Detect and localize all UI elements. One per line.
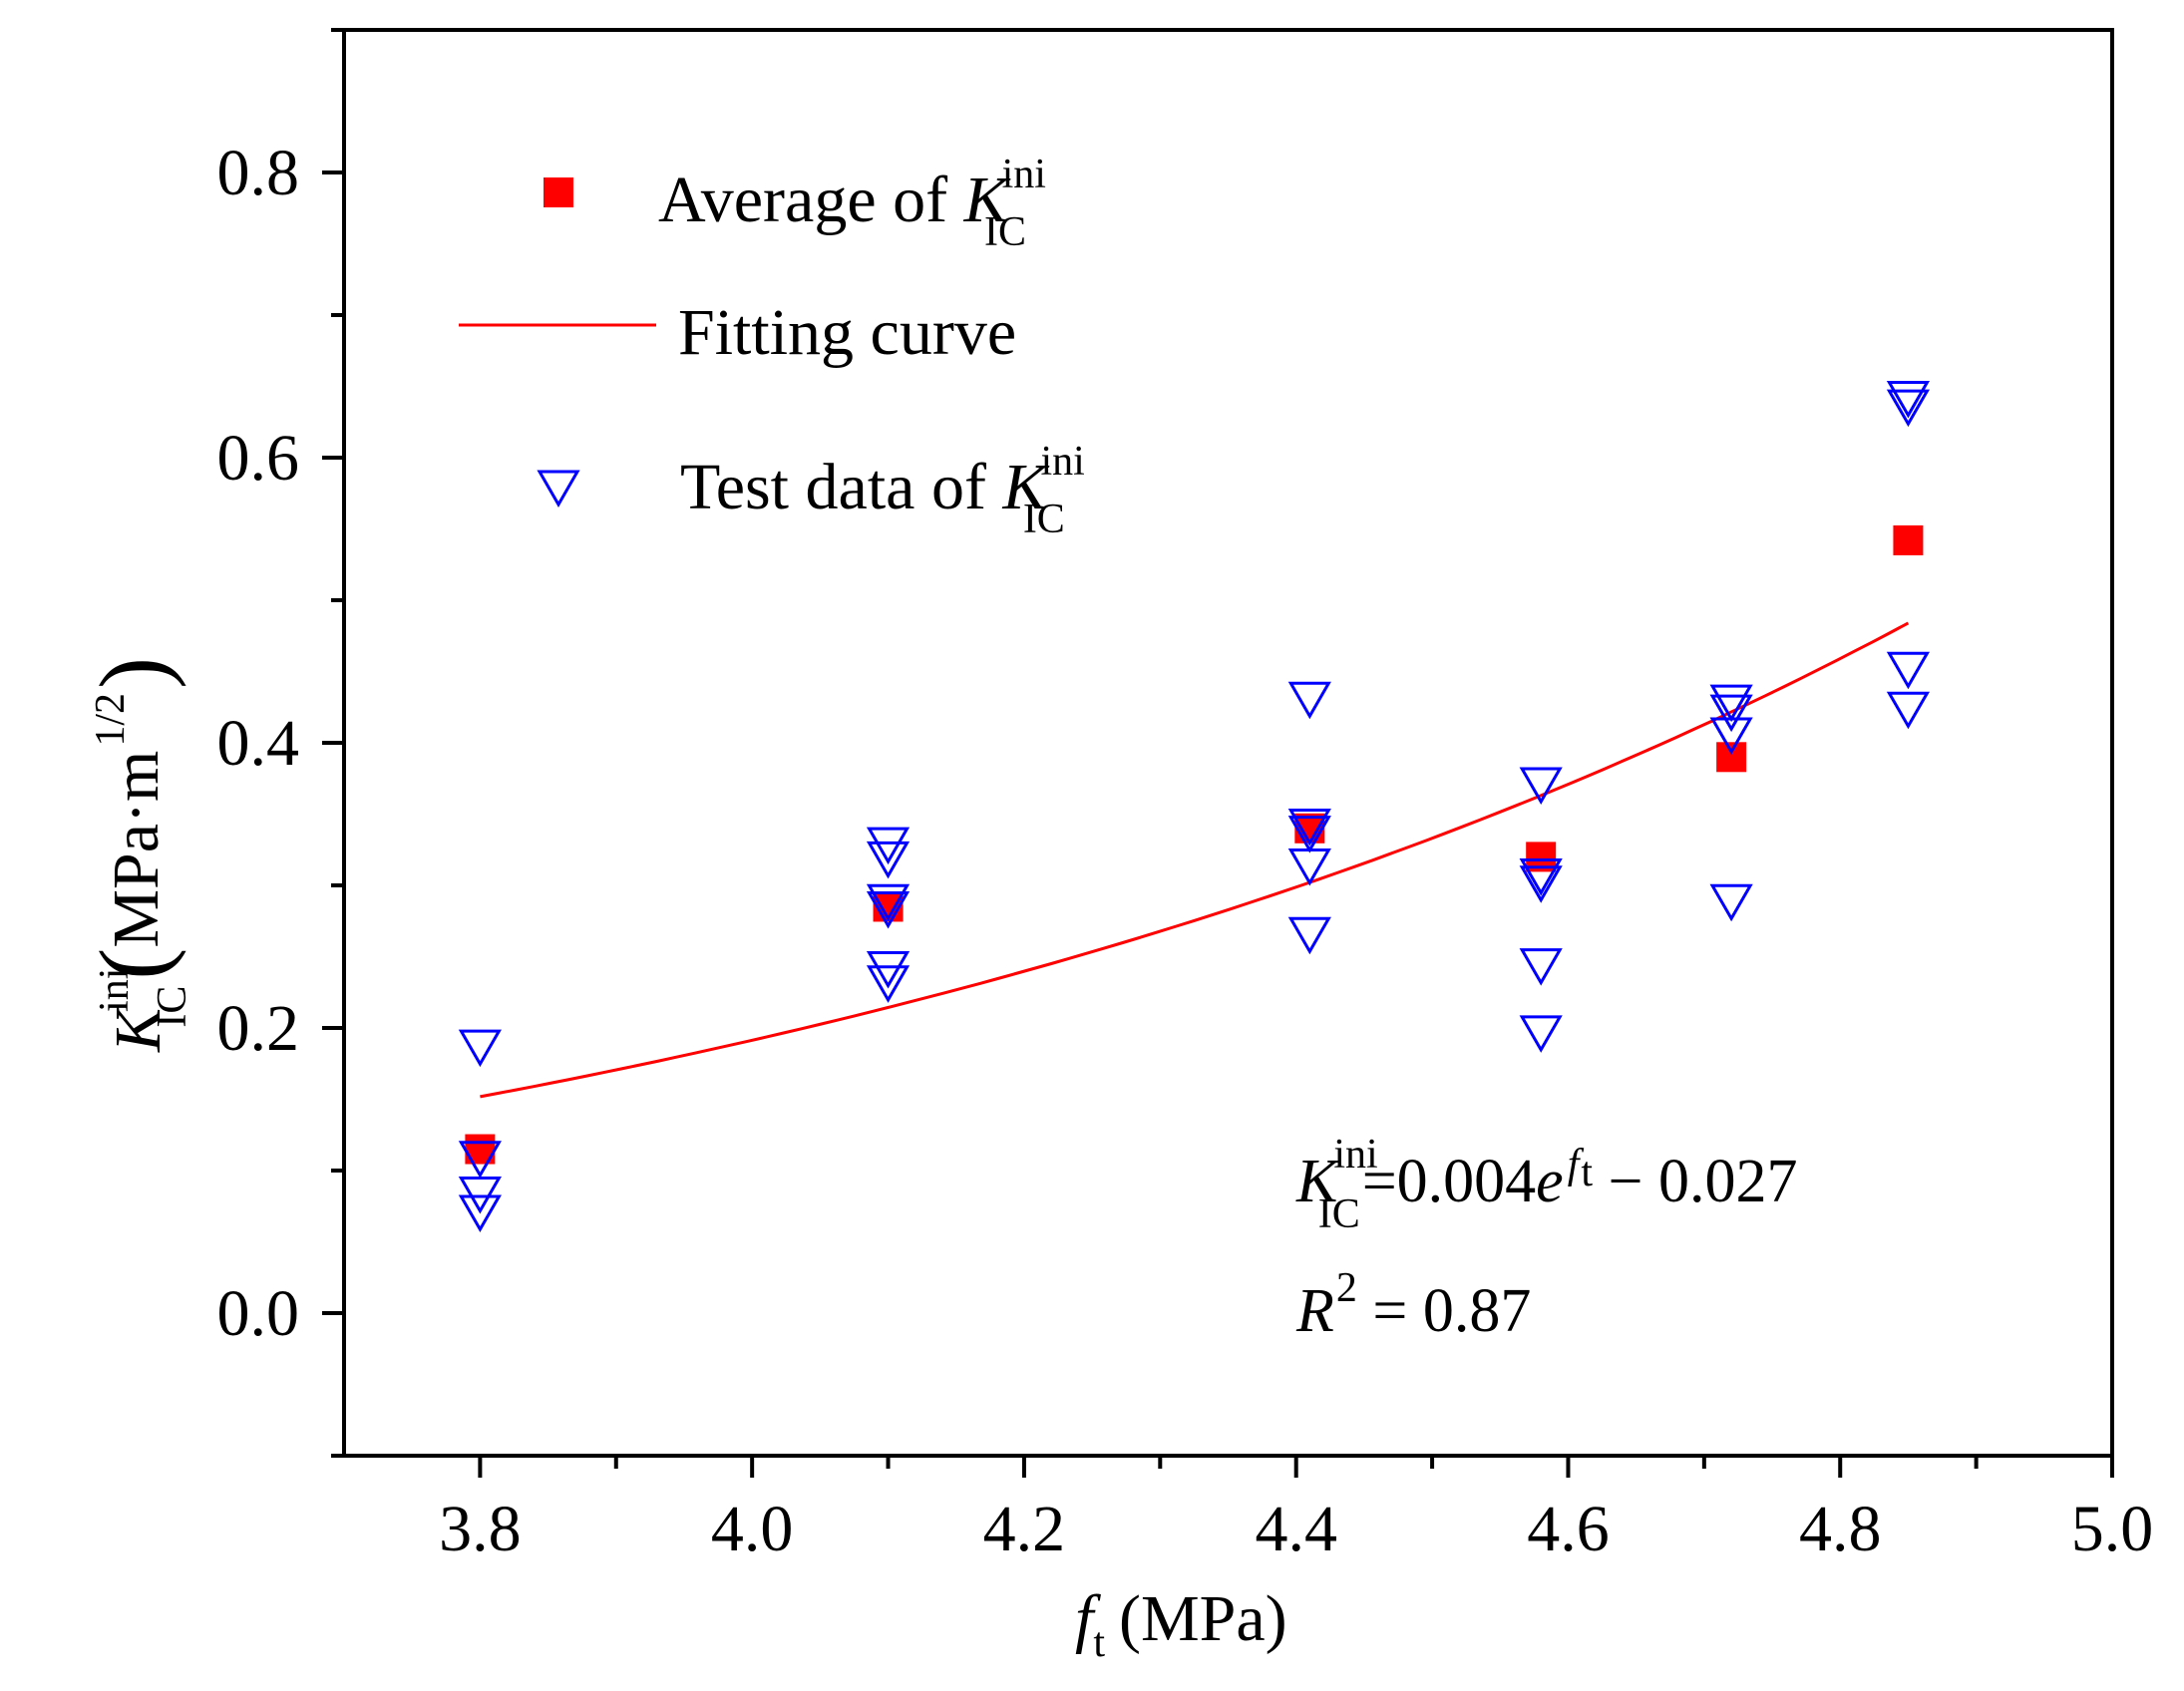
fit-equation: Kini IC=0.004eft − 0.027 bbox=[1295, 1132, 1798, 1237]
test-point bbox=[458, 1141, 502, 1179]
test-point bbox=[1519, 948, 1563, 986]
legend-label-fit: Fitting curve bbox=[678, 296, 1016, 369]
y-axis-title-group: Kini IC(MPa·m1/2) bbox=[80, 657, 195, 1053]
test-point bbox=[866, 965, 910, 1003]
legend-label-average: Average of Kini IC bbox=[658, 152, 1046, 255]
y-tick-label: 0.4 bbox=[217, 707, 300, 780]
test-point bbox=[1709, 694, 1753, 733]
y-tick-label: 0.6 bbox=[217, 422, 300, 495]
test-point bbox=[1287, 848, 1331, 886]
y-tick-label: 0.2 bbox=[217, 992, 300, 1065]
r-squared: R2 = 0.87 bbox=[1295, 1265, 1531, 1345]
test-point bbox=[458, 1194, 502, 1233]
test-point bbox=[1287, 916, 1331, 955]
legend-marker-test bbox=[537, 470, 580, 508]
test-point bbox=[1709, 684, 1753, 723]
y-axis-title: Kini IC(MPa·m1/2) bbox=[80, 657, 195, 1053]
test-point bbox=[866, 951, 910, 989]
test-point bbox=[1519, 865, 1563, 903]
test-point bbox=[866, 841, 910, 879]
test-point bbox=[1287, 816, 1331, 853]
test-point bbox=[458, 1029, 502, 1068]
average-point bbox=[1893, 524, 1924, 555]
y-tick-label: 0.0 bbox=[217, 1277, 300, 1350]
axis-ticks bbox=[322, 28, 2114, 1478]
test-point bbox=[1709, 717, 1753, 755]
y-tick-labels: 0.0 0.2 0.4 0.6 0.8 bbox=[217, 137, 300, 1350]
test-point bbox=[1886, 381, 1931, 419]
x-tick-label: 3.8 bbox=[439, 1493, 522, 1565]
average-point bbox=[1716, 742, 1747, 773]
x-tick-label: 5.0 bbox=[2071, 1493, 2154, 1565]
x-tick-label: 4.4 bbox=[1255, 1493, 1337, 1565]
fit-layer bbox=[480, 621, 1910, 1099]
x-tick-label: 4.8 bbox=[1799, 1493, 1882, 1565]
x-axis-title: ft (MPa) bbox=[1075, 1582, 1287, 1666]
test-point bbox=[1886, 651, 1931, 690]
test-point bbox=[1519, 767, 1563, 806]
test-point bbox=[458, 1176, 502, 1214]
test-point bbox=[1519, 1015, 1563, 1053]
test-point bbox=[866, 890, 910, 929]
test-point bbox=[1886, 389, 1931, 428]
legend-label-test: Test data of Kini IC bbox=[680, 439, 1085, 542]
test-point bbox=[1709, 883, 1753, 922]
x-tick-labels: 3.8 4.0 4.2 4.4 4.6 4.8 5.0 bbox=[439, 1493, 2153, 1565]
plot-frame bbox=[342, 28, 2114, 1458]
test-point bbox=[1287, 681, 1331, 720]
test-markers bbox=[458, 381, 1931, 1233]
y-tick-label: 0.8 bbox=[217, 137, 300, 209]
legend-marker-average bbox=[544, 177, 573, 207]
fitting-curve bbox=[480, 621, 1910, 1099]
x-tick-label: 4.6 bbox=[1527, 1493, 1610, 1565]
x-tick-label: 4.0 bbox=[711, 1493, 794, 1565]
legend: Average of Kini IC Fitting curve Test dat… bbox=[459, 152, 1085, 542]
test-point bbox=[1886, 691, 1931, 730]
x-tick-label: 4.2 bbox=[983, 1493, 1066, 1565]
test-point bbox=[1287, 809, 1331, 846]
test-point bbox=[866, 827, 910, 865]
test-point bbox=[1519, 858, 1563, 896]
average-markers bbox=[465, 524, 1924, 1165]
test-point bbox=[866, 883, 910, 922]
